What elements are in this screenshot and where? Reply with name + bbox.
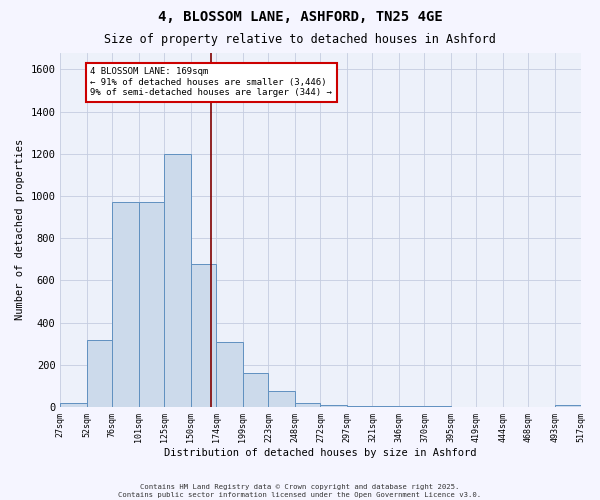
Bar <box>268 392 295 407</box>
Bar <box>347 406 373 407</box>
Bar <box>87 340 112 407</box>
Bar <box>139 202 164 407</box>
Bar <box>164 154 191 407</box>
X-axis label: Distribution of detached houses by size in Ashford: Distribution of detached houses by size … <box>164 448 477 458</box>
Bar <box>112 202 139 407</box>
Bar <box>373 406 399 407</box>
Text: Size of property relative to detached houses in Ashford: Size of property relative to detached ho… <box>104 32 496 46</box>
Bar <box>217 342 243 407</box>
Text: Contains HM Land Registry data © Crown copyright and database right 2025.
Contai: Contains HM Land Registry data © Crown c… <box>118 484 482 498</box>
Bar <box>191 264 217 407</box>
Text: 4, BLOSSOM LANE, ASHFORD, TN25 4GE: 4, BLOSSOM LANE, ASHFORD, TN25 4GE <box>158 10 442 24</box>
Bar <box>424 406 451 407</box>
Bar <box>320 405 347 407</box>
Bar <box>295 403 320 407</box>
Bar <box>243 374 268 407</box>
Text: 4 BLOSSOM LANE: 169sqm
← 91% of detached houses are smaller (3,446)
9% of semi-d: 4 BLOSSOM LANE: 169sqm ← 91% of detached… <box>90 68 332 97</box>
Y-axis label: Number of detached properties: Number of detached properties <box>15 139 25 320</box>
Bar <box>399 406 424 407</box>
Bar <box>555 405 581 407</box>
Bar <box>61 403 87 407</box>
